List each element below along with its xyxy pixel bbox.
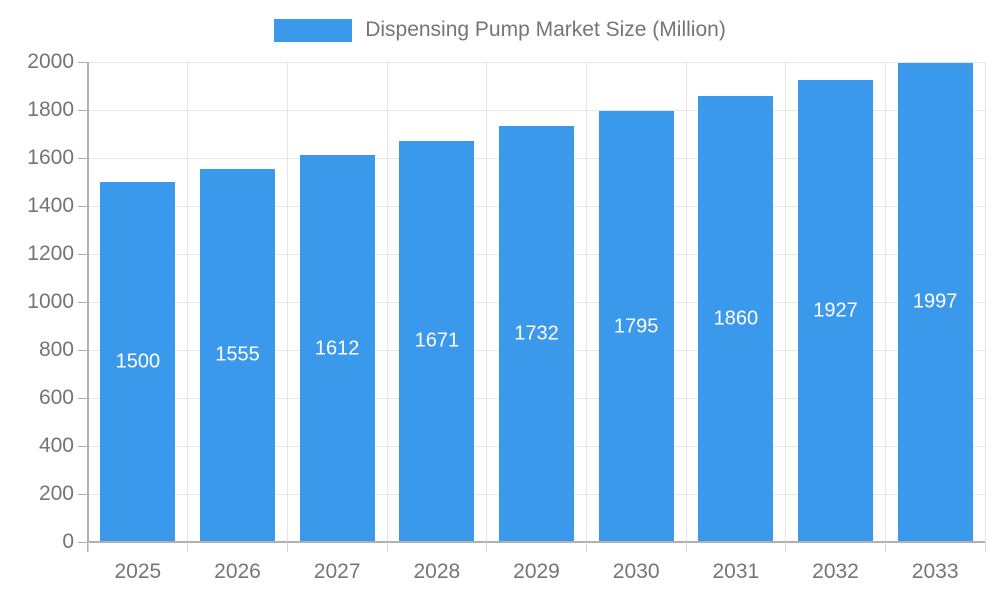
y-axis-tick [78, 109, 88, 111]
x-axis-tick [187, 542, 189, 552]
y-axis-tick [78, 349, 88, 351]
gridline-vertical [685, 62, 687, 542]
bar-value-label: 1997 [912, 290, 958, 313]
bar [698, 95, 774, 542]
x-axis-tick-label: 2030 [612, 560, 660, 583]
y-axis-tick-label: 0 [62, 530, 74, 553]
gridline-vertical [486, 62, 488, 542]
y-axis-tick-label: 1400 [27, 194, 74, 217]
y-axis-tick [78, 541, 88, 543]
bar [200, 168, 275, 542]
bar [798, 79, 873, 542]
x-axis-tick-label: 2026 [214, 560, 261, 583]
y-axis-tick [78, 445, 88, 447]
y-axis-tick-label: 200 [38, 482, 74, 505]
y-axis-line [87, 62, 89, 552]
y-axis-tick [78, 301, 88, 303]
y-axis-tick-label: 1600 [27, 146, 74, 169]
gridline-vertical [884, 62, 886, 542]
x-axis-tick-label: 2025 [114, 560, 162, 583]
x-axis-tick-label: 2031 [712, 560, 760, 583]
y-axis-tick-label: 2000 [27, 50, 74, 73]
bar-value-label: 1927 [813, 299, 858, 322]
x-axis-tick [685, 542, 687, 552]
y-axis-tick [78, 397, 88, 399]
x-axis-tick [884, 542, 886, 552]
bar [399, 140, 475, 542]
bar-value-label: 1500 [115, 350, 161, 373]
bar [499, 126, 574, 542]
bar [598, 111, 674, 542]
y-axis-tick [78, 253, 88, 255]
gridline-horizontal [88, 61, 985, 63]
y-axis-tick [78, 493, 88, 495]
bar-value-label: 1795 [613, 315, 659, 338]
x-axis-line [88, 541, 985, 543]
x-axis-tick [984, 542, 986, 552]
y-axis-tick-label: 600 [38, 386, 74, 409]
x-axis-tick [486, 542, 488, 552]
y-axis-tick [78, 205, 88, 207]
bar-value-label: 1612 [314, 337, 360, 360]
legend-label: Dispensing Pump Market Size (Million) [365, 18, 726, 41]
x-axis-tick [785, 542, 787, 552]
y-axis-tick [78, 61, 88, 63]
y-axis-tick-label: 800 [38, 338, 74, 361]
y-axis-tick-label: 1000 [27, 290, 74, 313]
bar [299, 155, 375, 542]
y-axis-tick-label: 400 [38, 434, 74, 457]
x-axis-tick [286, 542, 288, 552]
gridline-horizontal [88, 109, 985, 111]
x-axis-tick-label: 2032 [812, 560, 859, 583]
gridline-vertical [984, 62, 986, 542]
legend: Dispensing Pump Market Size (Million) [0, 16, 1000, 44]
bar-value-label: 1671 [414, 329, 460, 352]
y-axis-tick-label: 1800 [27, 98, 74, 121]
x-axis-tick [585, 542, 587, 552]
bar [100, 182, 176, 542]
gridline-vertical [286, 62, 288, 542]
legend-swatch [274, 18, 353, 42]
x-axis-tick-label: 2028 [413, 560, 461, 583]
gridline-vertical [785, 62, 787, 542]
y-axis-tick-label: 1200 [27, 242, 74, 265]
x-axis-tick [386, 542, 388, 552]
x-axis-tick-label: 2033 [911, 560, 959, 583]
x-axis-tick-label: 2027 [313, 560, 361, 583]
bar-value-label: 1555 [215, 343, 260, 366]
bar-value-label: 1860 [713, 307, 759, 330]
bar [897, 62, 973, 542]
x-axis-tick [87, 542, 89, 552]
y-axis-tick [78, 157, 88, 159]
gridline-vertical [585, 62, 587, 542]
gridline-vertical [187, 62, 189, 542]
gridline-vertical [386, 62, 388, 542]
bar-value-label: 1732 [514, 322, 559, 345]
x-axis-tick-label: 2029 [513, 560, 560, 583]
